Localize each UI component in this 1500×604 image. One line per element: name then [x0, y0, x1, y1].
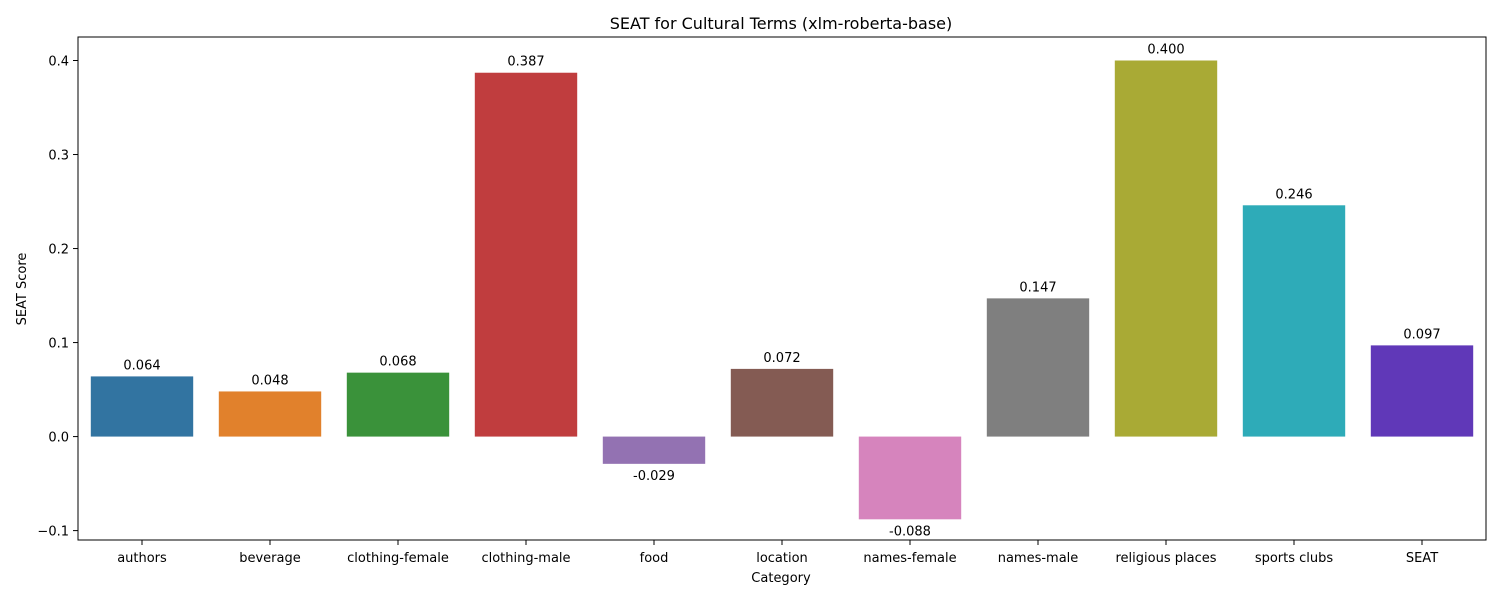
- y-tick-label: −0.1: [37, 525, 69, 540]
- y-tick-label: 0.4: [48, 55, 69, 70]
- bar: [90, 376, 194, 437]
- x-tick-label: religious places: [1116, 551, 1217, 566]
- bar: [730, 368, 834, 437]
- bar: [1370, 345, 1474, 437]
- x-tick-label: authors: [117, 551, 167, 566]
- x-tick-label: names-female: [863, 551, 956, 566]
- bar: [474, 72, 578, 437]
- bar-value-label: 0.246: [1275, 187, 1312, 202]
- x-axis-label: Category: [751, 571, 811, 586]
- x-axis: authors beverage clothing-female clothing-m…: [117, 540, 1438, 566]
- x-tick-label: beverage: [239, 551, 301, 566]
- bar-value-label: 0.147: [1019, 280, 1056, 295]
- y-tick-label: 0.1: [48, 337, 69, 352]
- bar-value-label: 0.097: [1403, 327, 1440, 342]
- bar: [858, 436, 962, 520]
- bars-layer: [90, 60, 1474, 520]
- bar-value-label: 0.048: [251, 373, 288, 388]
- x-tick-label: food: [640, 551, 669, 566]
- x-tick-label: names-male: [998, 551, 1079, 566]
- y-tick-label: 0.3: [48, 149, 69, 164]
- data-labels-layer: 0.064 0.048 0.068 0.387 -0.029 0.072 -0.088 0.1…: [123, 43, 1440, 540]
- bar: [986, 298, 1090, 437]
- y-tick-label: 0.0: [48, 431, 69, 446]
- bar-value-label: -0.088: [889, 524, 931, 539]
- bar-value-label: 0.068: [379, 355, 416, 370]
- bar-value-label: 0.387: [507, 55, 544, 70]
- chart-title: SEAT for Cultural Terms (xlm-roberta-bas…: [610, 14, 953, 33]
- x-tick-label: location: [756, 551, 808, 566]
- y-tick-label: 0.2: [48, 243, 69, 258]
- y-axis: −0.1 0.0 0.1 0.2 0.3 0.4: [37, 55, 78, 540]
- x-tick-label: sports clubs: [1255, 551, 1334, 566]
- bar-value-label: 0.064: [123, 358, 160, 373]
- bar: [602, 436, 706, 464]
- bar: [1242, 205, 1346, 437]
- x-tick-label: clothing-male: [481, 551, 570, 566]
- bar: [218, 391, 322, 437]
- y-axis-label: SEAT Score: [15, 253, 30, 326]
- x-tick-label: SEAT: [1406, 551, 1438, 566]
- bar: [346, 372, 450, 437]
- bar: [1114, 60, 1218, 437]
- bar-value-label: 0.072: [763, 351, 800, 366]
- bar-value-label: -0.029: [633, 469, 675, 484]
- bar-value-label: 0.400: [1147, 43, 1184, 58]
- x-tick-label: clothing-female: [347, 551, 449, 566]
